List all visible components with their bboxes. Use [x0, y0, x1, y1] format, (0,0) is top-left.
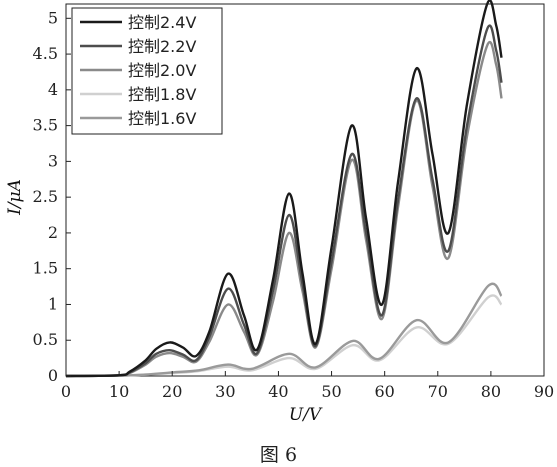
- legend-label: 控制1.6V: [128, 109, 196, 128]
- x-tick-label: 20: [162, 382, 182, 401]
- plot-area: [65, 3, 545, 377]
- plot-frame: [65, 3, 545, 377]
- x-tick-label: 30: [215, 382, 235, 401]
- x-tick-label: 40: [268, 382, 288, 401]
- x-tick-label: 90: [534, 382, 554, 401]
- x-tick-label: 60: [374, 382, 394, 401]
- x-tick-label: 0: [61, 382, 71, 401]
- line-chart: 0 10 20 30 40 50 60 70 80 90 0 0.5 1 1.5 2 2.5 3 3.5 4 4.5…: [5, 0, 554, 425]
- y-tick-label: 1: [48, 294, 58, 313]
- y-tick-label: 0: [48, 366, 58, 385]
- legend-label: 控制2.4V: [128, 13, 196, 32]
- y-tick-label: 3: [48, 151, 58, 170]
- legend-label: 控制2.0V: [128, 61, 196, 80]
- x-tick-label: 70: [428, 382, 448, 401]
- figure-caption: 图 6: [259, 444, 298, 466]
- x-axis: 0 10 20 30 40 50 60 70 80 90: [61, 371, 554, 401]
- y-tick-label: 2: [48, 223, 58, 242]
- legend: 控制2.4V 控制2.2V 控制2.0V 控制1.8V 控制1.6V: [71, 7, 223, 135]
- y-tick-label: 4.5: [33, 44, 58, 63]
- y-tick-label: 5: [48, 8, 58, 27]
- y-tick-label: 0.5: [33, 330, 58, 349]
- x-tick-label: 80: [481, 382, 501, 401]
- legend-label: 控制2.2V: [128, 37, 196, 56]
- y-tick-label: 2.5: [33, 187, 58, 206]
- series-line-1: [65, 0, 503, 378]
- y-tick-label: 1.5: [33, 259, 58, 278]
- y-axis-label: I/μA: [5, 179, 25, 216]
- series-line-5: [65, 282, 503, 378]
- x-tick-label: 50: [321, 382, 341, 401]
- series-layer: [65, 0, 503, 378]
- legend-label: 控制1.8V: [128, 85, 196, 104]
- y-tick-label: 4: [48, 80, 58, 99]
- y-tick-label: 3.5: [33, 116, 58, 135]
- x-tick-label: 10: [109, 382, 129, 401]
- x-axis-label: U/V: [289, 405, 323, 425]
- y-axis: 0 0.5 1 1.5 2 2.5 3 3.5 4 4.5 5: [33, 8, 71, 385]
